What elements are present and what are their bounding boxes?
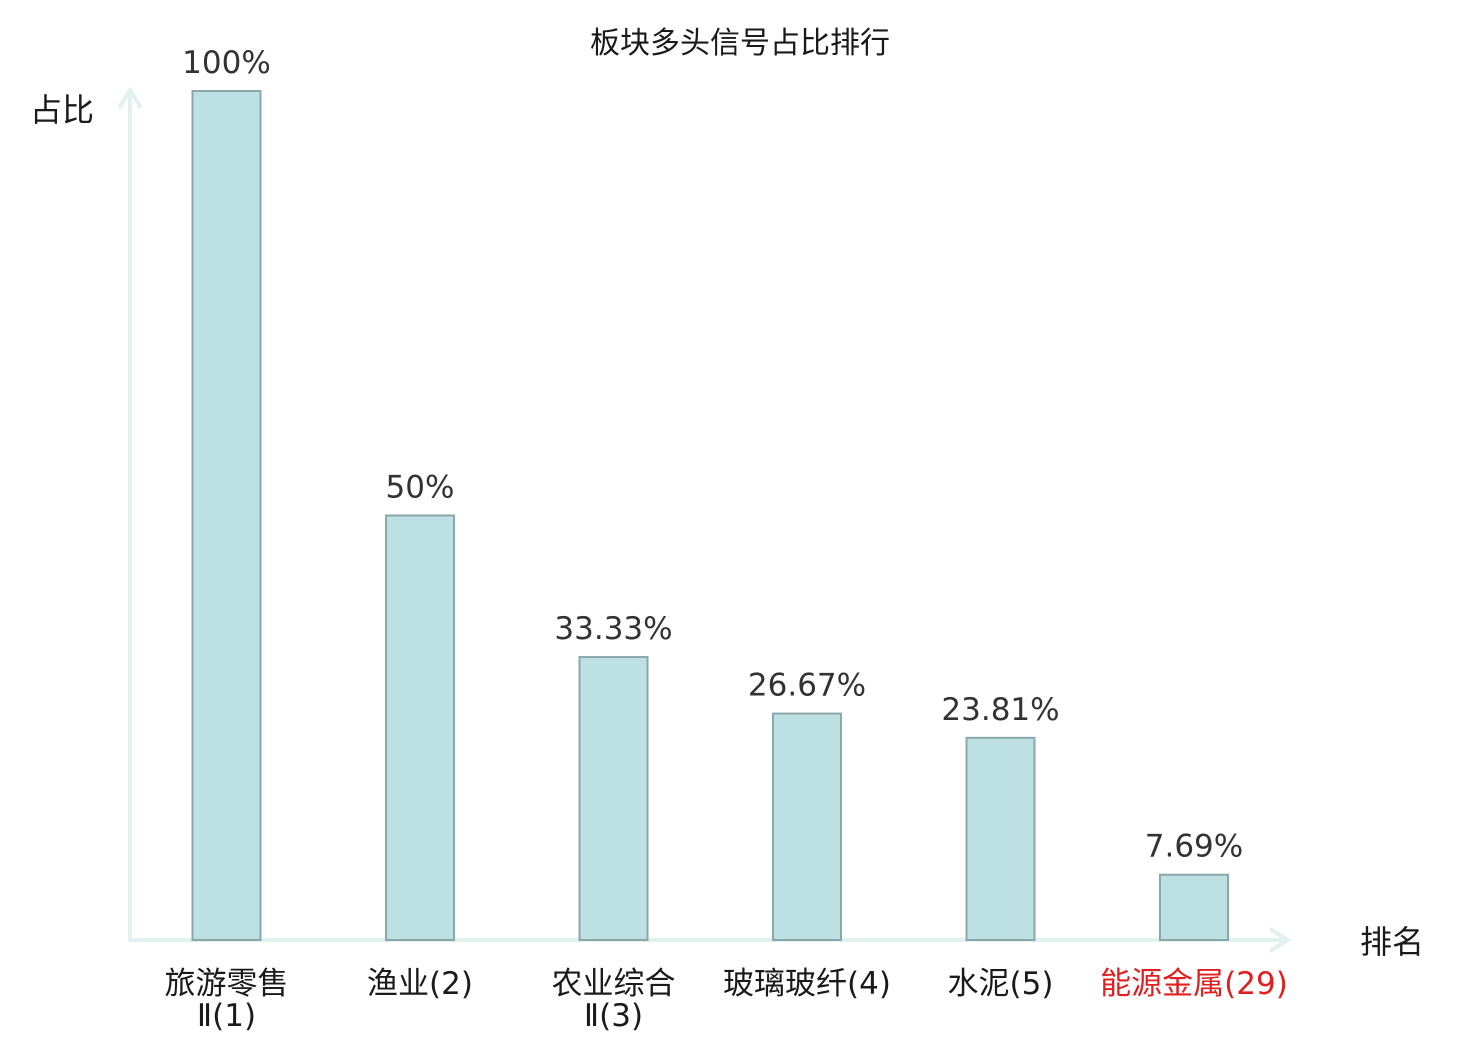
bar bbox=[965, 736, 1036, 941]
bar-value-label: 100% bbox=[182, 45, 271, 81]
x-tick-label: 渔业(2) bbox=[367, 966, 473, 1002]
x-tick-label: 水泥(5) bbox=[948, 966, 1054, 1002]
y-axis-arrow bbox=[117, 86, 143, 110]
axes bbox=[117, 86, 1292, 953]
y-axis-label: 占比 bbox=[30, 91, 94, 129]
x-tick-label: 农业综合 bbox=[552, 966, 676, 1002]
bar bbox=[772, 712, 842, 942]
x-tick-label: Ⅱ(1) bbox=[197, 998, 256, 1034]
bar-value-label: 50% bbox=[386, 470, 455, 506]
bar-value-label: 26.67% bbox=[748, 668, 866, 704]
x-tick-label: 旅游零售 bbox=[165, 966, 289, 1002]
value-labels-group: 100% 50% 33.33% 26.67% 23.81% 7.69% bbox=[182, 45, 1243, 865]
bar bbox=[578, 656, 649, 942]
x-axis-label: 排名 bbox=[1360, 923, 1424, 961]
x-tick-label: Ⅱ(3) bbox=[584, 998, 643, 1034]
bar bbox=[1159, 873, 1229, 942]
bar-value-label: 23.81% bbox=[941, 692, 1059, 728]
chart-title: 板块多头信号占比排行 bbox=[590, 26, 890, 61]
bars-group bbox=[191, 90, 1229, 942]
x-axis-arrow bbox=[1268, 927, 1292, 953]
bar-value-label: 7.69% bbox=[1145, 829, 1243, 865]
bar-value-label: 33.33% bbox=[554, 611, 672, 647]
bar bbox=[191, 90, 262, 941]
x-tick-label: 能源金属(29) bbox=[1100, 966, 1288, 1002]
x-tick-label: 玻璃玻纤(4) bbox=[723, 966, 891, 1002]
bar bbox=[385, 514, 455, 941]
